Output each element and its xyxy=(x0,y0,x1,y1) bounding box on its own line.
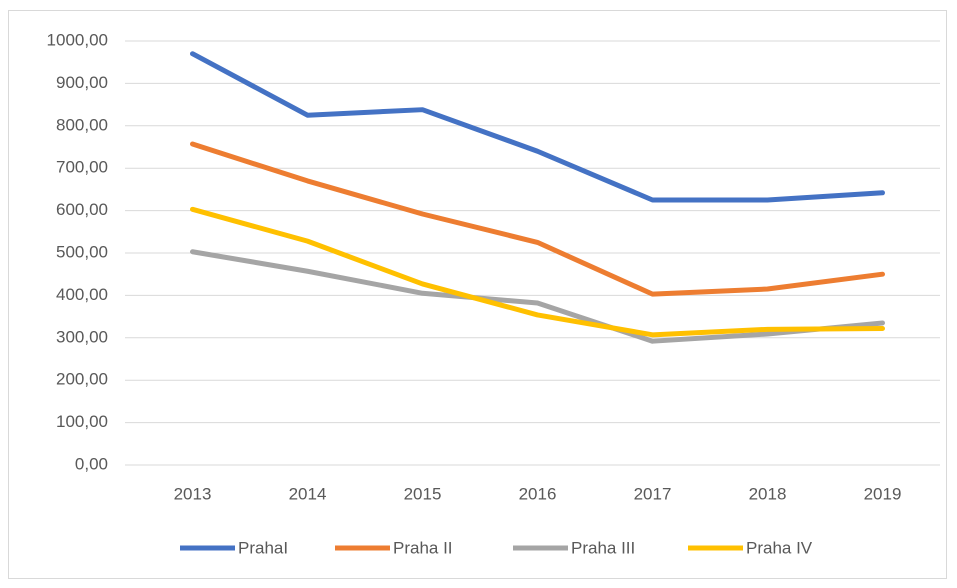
y-tick-label: 1000,00 xyxy=(47,30,108,49)
y-tick-label: 400,00 xyxy=(56,285,108,304)
x-tick-label: 2015 xyxy=(404,484,442,503)
line-series xyxy=(190,141,885,297)
line-series xyxy=(190,206,885,338)
y-tick-label: 800,00 xyxy=(56,115,108,134)
legend-label: Praha IV xyxy=(746,538,813,557)
x-tick-label: 2014 xyxy=(289,484,327,503)
y-tick-label: 200,00 xyxy=(56,370,108,389)
legend-label: Praha II xyxy=(393,538,453,557)
x-tick-label: 2018 xyxy=(749,484,787,503)
y-tick-label: 100,00 xyxy=(56,412,108,431)
legend-label: PrahaI xyxy=(238,538,288,557)
y-tick-label: 700,00 xyxy=(56,158,108,177)
x-tick-label: 2016 xyxy=(519,484,557,503)
y-tick-label: 900,00 xyxy=(56,73,108,92)
chart-border xyxy=(8,10,947,579)
y-tick-label: 500,00 xyxy=(56,242,108,261)
legend-label: Praha III xyxy=(571,538,635,557)
x-tick-label: 2013 xyxy=(174,484,212,503)
x-tick-label: 2017 xyxy=(634,484,672,503)
y-tick-label: 300,00 xyxy=(56,327,108,346)
y-tick-label: 0,00 xyxy=(75,454,108,473)
y-tick-label: 600,00 xyxy=(56,200,108,219)
line-series xyxy=(190,51,885,203)
x-tick-label: 2019 xyxy=(864,484,902,503)
line-series xyxy=(190,249,885,344)
